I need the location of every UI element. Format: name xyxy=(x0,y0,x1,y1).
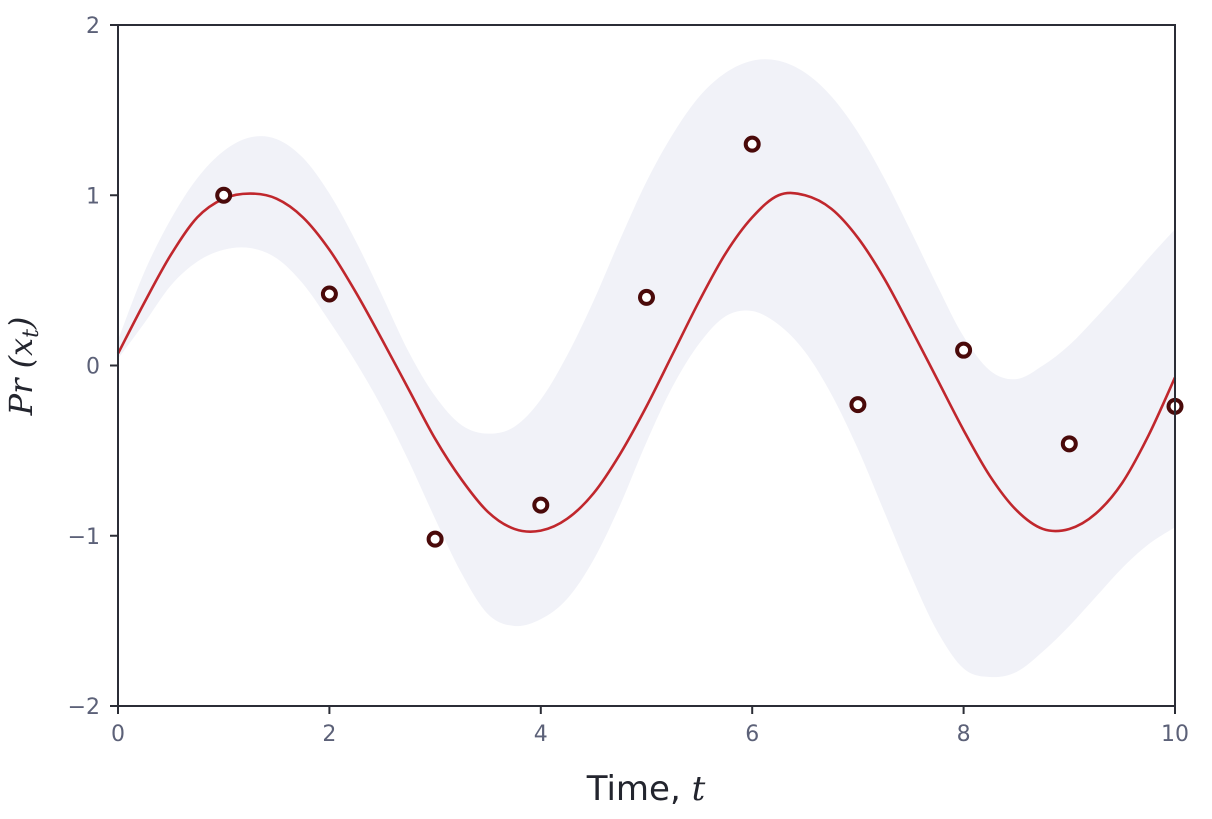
x-tick-label: 8 xyxy=(957,722,971,747)
plot-area xyxy=(116,59,1184,678)
y-tick-label: 0 xyxy=(86,355,100,380)
data-point xyxy=(638,288,655,306)
data-point xyxy=(743,135,761,153)
data-point xyxy=(1060,435,1078,453)
y-axis-ticks: −2 −1 0 1 2 xyxy=(68,14,118,720)
y-axis-title: Pr (xt) xyxy=(2,317,44,417)
data-point xyxy=(426,530,444,548)
x-tick-label: 10 xyxy=(1161,722,1189,747)
y-axis-title-sub: t xyxy=(19,329,44,338)
x-axis-ticks: 0 2 4 6 8 10 xyxy=(111,706,1189,747)
y-tick-label: −1 xyxy=(68,525,100,550)
data-points xyxy=(215,135,1184,548)
x-axis-title-var: t xyxy=(692,769,706,809)
data-point xyxy=(320,285,338,303)
x-tick-label: 6 xyxy=(745,722,759,747)
axes: 0 2 4 6 8 10 −2 −1 0 1 2 xyxy=(68,14,1189,747)
x-tick-label: 0 xyxy=(111,722,125,747)
y-tick-label: −2 xyxy=(68,695,100,720)
data-point xyxy=(532,496,550,514)
y-tick-label: 2 xyxy=(86,14,100,39)
x-tick-label: 2 xyxy=(322,722,336,747)
mean-line xyxy=(116,191,1177,533)
y-axis-title-close: ) xyxy=(2,317,40,330)
uncertainty-band xyxy=(118,59,1175,678)
x-tick-label: 4 xyxy=(534,722,548,747)
x-axis-title-text: Time, xyxy=(586,769,692,809)
y-tick-label: 1 xyxy=(86,184,100,209)
data-point xyxy=(955,341,973,359)
y-axis-title-text: Pr (x xyxy=(2,338,40,417)
data-point xyxy=(215,186,233,204)
x-axis-title: Time, t xyxy=(586,769,706,809)
data-point xyxy=(849,396,867,414)
